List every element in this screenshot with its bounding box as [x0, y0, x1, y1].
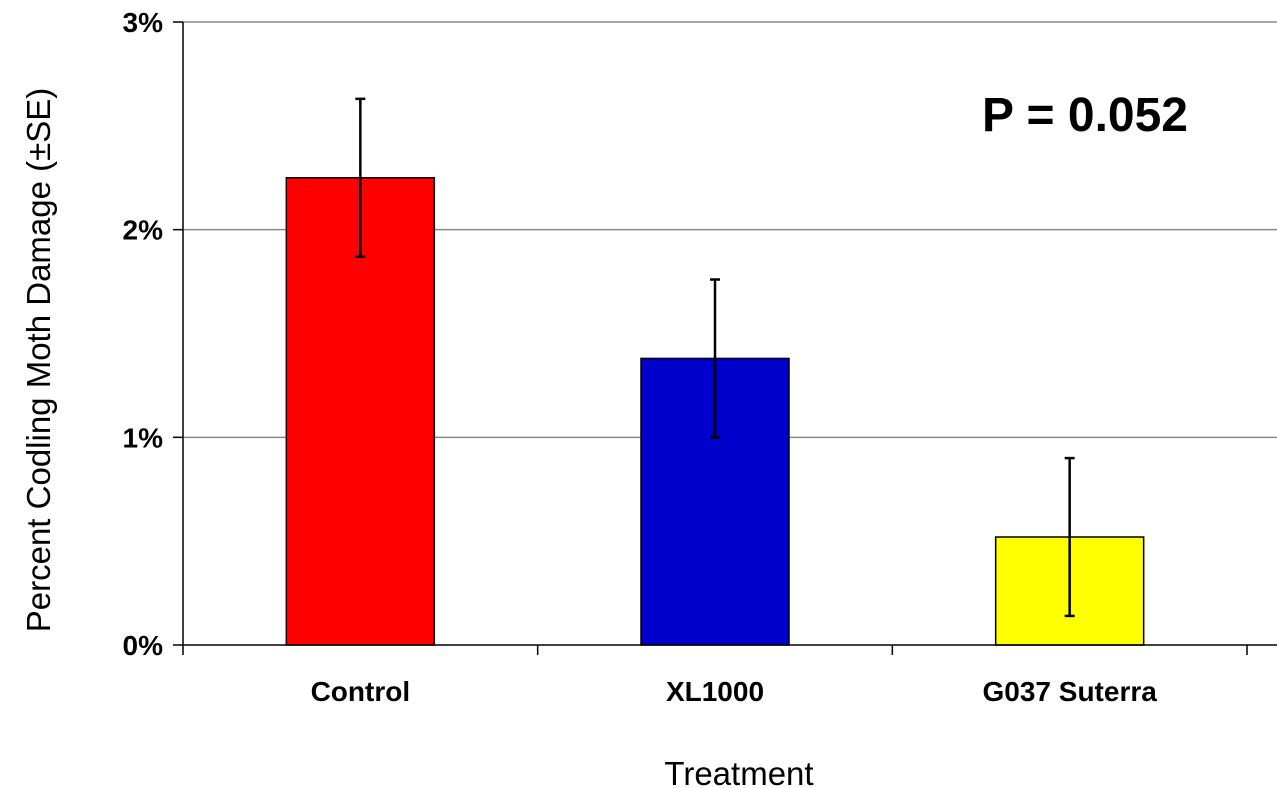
x-tick-label: Control [311, 676, 411, 707]
y-tick-label: 1% [123, 422, 164, 453]
x-tick-labels: Control XL1000 G037 Suterra [311, 676, 1158, 707]
x-tick-label: G037 Suterra [983, 676, 1158, 707]
x-axis-title: Treatment [664, 755, 813, 788]
y-tick-labels: 0% 1% 2% 3% [123, 7, 164, 661]
y-axis-title: Percent Codling Moth Damage (±SE) [20, 88, 57, 633]
error-bars [355, 97, 1075, 618]
bars [285, 177, 1145, 646]
axes [173, 21, 1277, 655]
p-value-annotation: P = 0.052 [982, 89, 1188, 142]
y-tick-label: 3% [123, 7, 164, 38]
x-tick-label: XL1000 [666, 676, 764, 707]
y-tick-label: 0% [123, 630, 164, 661]
y-tick-label: 2% [123, 215, 164, 246]
